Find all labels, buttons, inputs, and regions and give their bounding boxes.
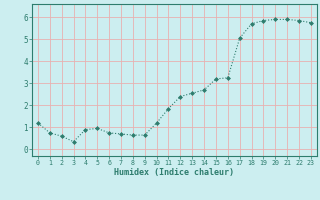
X-axis label: Humidex (Indice chaleur): Humidex (Indice chaleur) [115, 168, 234, 177]
